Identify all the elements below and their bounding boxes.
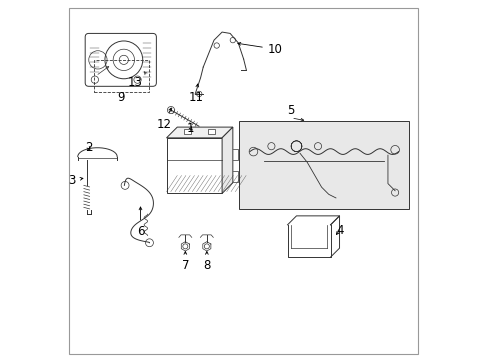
Bar	[183, 129, 191, 134]
Text: 3: 3	[68, 174, 83, 186]
Circle shape	[167, 107, 174, 114]
Text: 2: 2	[84, 141, 92, 154]
Text: 10: 10	[237, 42, 282, 55]
Bar	[239, 121, 408, 209]
Text: 4: 4	[335, 224, 343, 237]
Bar	[208, 129, 215, 134]
Text: 5: 5	[287, 104, 294, 117]
Text: 12: 12	[156, 108, 171, 131]
Bar	[94, 60, 149, 92]
Polygon shape	[222, 127, 232, 193]
Bar	[166, 138, 222, 193]
Polygon shape	[166, 127, 232, 138]
Text: 11: 11	[188, 84, 203, 104]
Text: 6: 6	[137, 207, 144, 238]
Text: 13: 13	[127, 76, 142, 89]
Text: 8: 8	[203, 252, 210, 272]
Text: 1: 1	[186, 122, 194, 135]
Text: 9: 9	[117, 91, 124, 104]
Text: 7: 7	[181, 252, 189, 272]
